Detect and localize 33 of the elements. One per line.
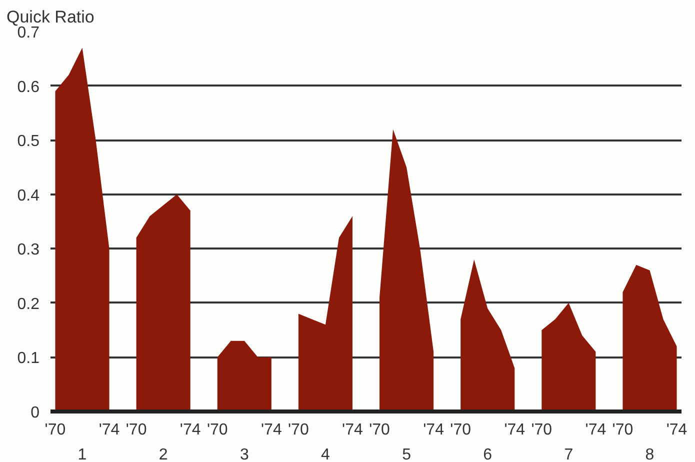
x-tick-label: '74 bbox=[98, 422, 120, 438]
text: 6 bbox=[483, 446, 492, 462]
text: 5 bbox=[402, 446, 412, 462]
x-tick-label: '70 bbox=[126, 422, 147, 438]
y-axis-title: Quick Ratio bbox=[6, 8, 94, 26]
x-tick-label: '74 bbox=[180, 422, 201, 438]
text: 4 bbox=[321, 446, 330, 462]
x-tick-label: '74 bbox=[342, 422, 364, 438]
y-tick-label: 0.5 bbox=[17, 133, 40, 150]
x-tick-label: '74 bbox=[423, 422, 444, 438]
y-tick-label: 0 bbox=[30, 404, 40, 422]
text: 2 bbox=[158, 446, 168, 462]
y-tick-label: 0.3 bbox=[17, 242, 40, 259]
x-tick-label: '74 bbox=[504, 422, 526, 438]
x-tick-label: '70 bbox=[531, 422, 552, 438]
x-tick-label: '70 bbox=[612, 422, 634, 438]
y-tick-label: 0.7 bbox=[17, 24, 40, 42]
y-tick-label: 0.1 bbox=[17, 350, 40, 368]
y-tick-label: 0.4 bbox=[17, 187, 40, 204]
x-tick-label: '74 bbox=[260, 422, 282, 438]
text: 3 bbox=[240, 446, 249, 462]
y-tick-label: 0.6 bbox=[17, 78, 40, 96]
x-tick-label: '70 bbox=[206, 422, 228, 438]
y-tick-label: 0.2 bbox=[17, 296, 40, 313]
text: 8 bbox=[645, 446, 654, 462]
x-tick-label: '70 bbox=[288, 422, 309, 438]
text: 1 bbox=[78, 446, 87, 462]
x-tick-label: '70 bbox=[369, 422, 390, 438]
x-tick-label: '74 bbox=[666, 422, 688, 438]
x-tick-label: '70 bbox=[44, 422, 66, 438]
x-tick-label: '70 bbox=[450, 422, 472, 438]
text: 7 bbox=[564, 446, 574, 462]
x-tick-label: '74 bbox=[585, 422, 606, 438]
